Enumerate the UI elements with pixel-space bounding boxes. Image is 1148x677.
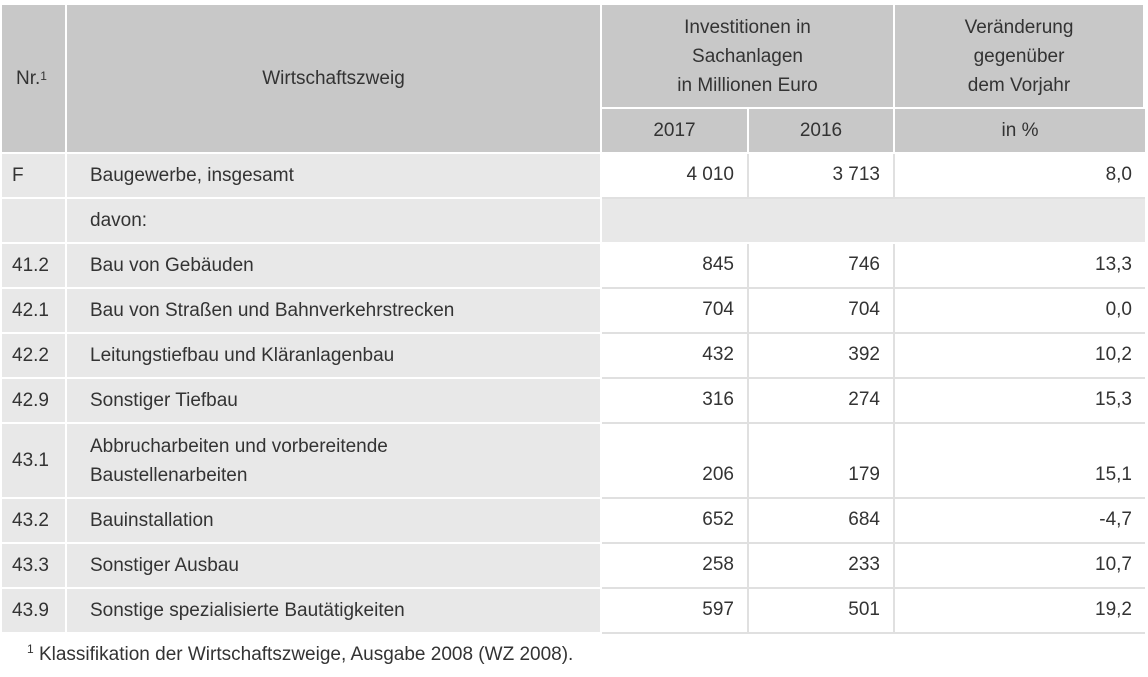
header-change: Veränderung gegenüber dem Vorjahr	[895, 5, 1145, 109]
row-label: Baugewerbe, insgesamt	[67, 154, 602, 199]
row-value-2016: 179	[749, 424, 895, 499]
row-value-2016: 704	[749, 289, 895, 334]
row-label-line2: Baustellenarbeiten	[90, 464, 248, 486]
row-value-2017: 845	[602, 244, 749, 289]
row-label: Sonstiger Tiefbau	[67, 379, 602, 424]
header-nr-footnote-marker: 1	[40, 69, 47, 83]
row-label: Abbrucharbeiten und vorbereitende Bauste…	[67, 424, 602, 499]
footnote-marker: 1	[27, 642, 34, 656]
table-row: 43.1 Abbrucharbeiten und vorbereitende B…	[2, 424, 1145, 499]
header-unit-percent: in %	[895, 109, 1145, 154]
row-value-2017: 652	[602, 499, 749, 544]
row-change: 13,3	[895, 244, 1145, 289]
row-value-2016: 746	[749, 244, 895, 289]
header-nr-label: Nr.	[16, 68, 41, 89]
header-investments-line1: Investitionen in	[684, 16, 811, 38]
header-change-line1: Veränderung	[964, 16, 1074, 38]
row-value-2016: 392	[749, 334, 895, 379]
row-label: Bau von Gebäuden	[67, 244, 602, 289]
davon-fill	[602, 199, 1145, 244]
header-branch: Wirtschaftszweig	[67, 5, 602, 154]
row-nr: 43.1	[2, 424, 67, 499]
row-label: Sonstiger Ausbau	[67, 544, 602, 589]
table-row: 43.2 Bauinstallation 652 684 -4,7	[2, 499, 1145, 544]
row-nr: 43.3	[2, 544, 67, 589]
row-value-2017: 704	[602, 289, 749, 334]
row-nr: 42.9	[2, 379, 67, 424]
row-change: 0,0	[895, 289, 1145, 334]
row-nr: 42.2	[2, 334, 67, 379]
header-year-2016: 2016	[749, 109, 895, 154]
investment-table: Nr.1 Wirtschaftszweig Investitionen in S…	[2, 5, 1145, 634]
row-value-2016: 274	[749, 379, 895, 424]
header-investments: Investitionen in Sachanlagen in Millione…	[602, 5, 895, 109]
row-label: Sonstige spezialisierte Bautätigkeiten	[67, 589, 602, 634]
row-change: 8,0	[895, 154, 1145, 199]
row-value-2017: 597	[602, 589, 749, 634]
table-body: F Baugewerbe, insgesamt 4 010 3 713 8,0 …	[2, 154, 1145, 634]
table-row: 43.3 Sonstiger Ausbau 258 233 10,7	[2, 544, 1145, 589]
row-value-2017: 4 010	[602, 154, 749, 199]
table-row-davon: davon:	[2, 199, 1145, 244]
row-change: 10,7	[895, 544, 1145, 589]
row-nr: 42.1	[2, 289, 67, 334]
davon-label: davon:	[67, 199, 602, 244]
table-row: 42.1 Bau von Straßen und Bahnverkehrstre…	[2, 289, 1145, 334]
header-change-line2: gegenüber	[973, 45, 1065, 67]
row-nr-empty	[2, 199, 67, 244]
row-nr: F	[2, 154, 67, 199]
row-value-2016: 233	[749, 544, 895, 589]
table-row: 42.9 Sonstiger Tiefbau 316 274 15,3	[2, 379, 1145, 424]
row-value-2016: 684	[749, 499, 895, 544]
table-row: 43.9 Sonstige spezialisierte Bautätigkei…	[2, 589, 1145, 634]
header-change-line3: dem Vorjahr	[967, 74, 1071, 96]
header-nr: Nr.1	[2, 5, 67, 154]
row-label: Leitungstiefbau und Kläranlagenbau	[67, 334, 602, 379]
row-label-line1: Abbrucharbeiten und vorbereitende	[90, 435, 388, 457]
header-investments-line2: Sachanlagen	[692, 45, 803, 67]
footnote: 1 Klassifikation der Wirtschaftszweige, …	[27, 642, 574, 666]
row-value-2017: 316	[602, 379, 749, 424]
row-change: 15,1	[895, 424, 1145, 499]
table-row-total: F Baugewerbe, insgesamt 4 010 3 713 8,0	[2, 154, 1145, 199]
header-investments-line3: in Millionen Euro	[677, 74, 818, 96]
row-change: 19,2	[895, 589, 1145, 634]
row-nr: 43.2	[2, 499, 67, 544]
row-change: -4,7	[895, 499, 1145, 544]
table-header: Nr.1 Wirtschaftszweig Investitionen in S…	[2, 5, 1145, 154]
row-nr: 43.9	[2, 589, 67, 634]
row-label: Bau von Straßen und Bahnverkehrstrecken	[67, 289, 602, 334]
row-value-2017: 432	[602, 334, 749, 379]
row-change: 10,2	[895, 334, 1145, 379]
row-label: Bauinstallation	[67, 499, 602, 544]
table-row: 42.2 Leitungstiefbau und Kläranlagenbau …	[2, 334, 1145, 379]
row-value-2017: 258	[602, 544, 749, 589]
row-change: 15,3	[895, 379, 1145, 424]
row-value-2017: 206	[602, 424, 749, 499]
header-year-2017: 2017	[602, 109, 749, 154]
footnote-text: Klassifikation der Wirtschaftszweige, Au…	[38, 644, 574, 665]
row-nr: 41.2	[2, 244, 67, 289]
row-value-2016: 3 713	[749, 154, 895, 199]
table-row: 41.2 Bau von Gebäuden 845 746 13,3	[2, 244, 1145, 289]
row-value-2016: 501	[749, 589, 895, 634]
